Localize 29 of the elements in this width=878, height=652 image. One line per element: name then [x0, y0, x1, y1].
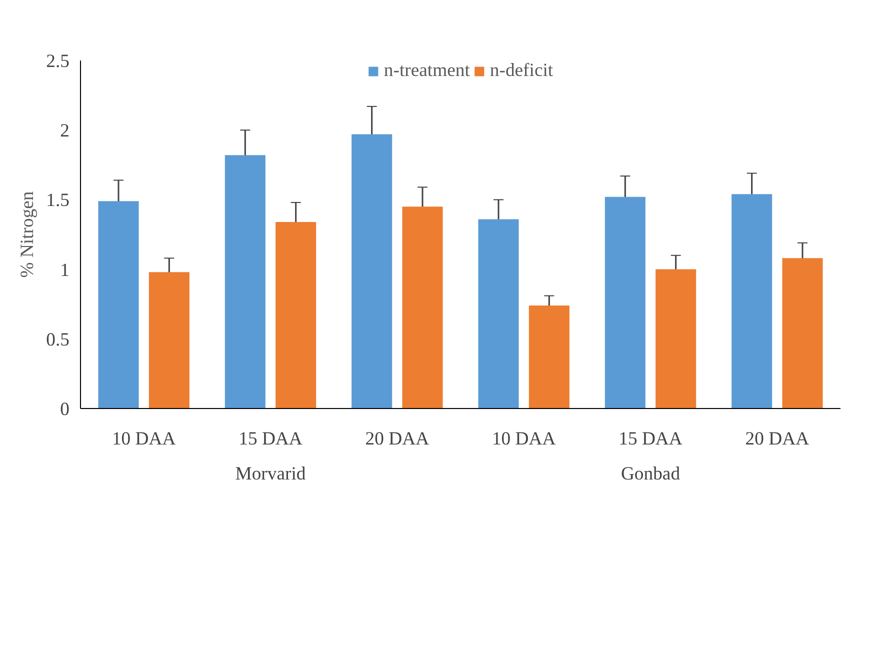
bar	[656, 269, 696, 408]
bar	[732, 194, 772, 408]
x-tick-label: 20 DAA	[745, 428, 810, 450]
bar	[782, 258, 823, 408]
bar	[402, 206, 443, 408]
bar	[528, 305, 570, 408]
text: Morvarid	[235, 464, 306, 484]
x-tick-label: 10 DAA	[112, 428, 176, 450]
bar	[352, 134, 392, 408]
x-tick-label: 20 DAA	[365, 428, 430, 450]
bar	[276, 222, 316, 408]
y-tick-label: 1	[60, 260, 70, 281]
y-tick-label: 1.5	[46, 190, 70, 212]
y-tick-label: 0.5	[46, 329, 70, 350]
y-tick-label: 2.5	[46, 51, 70, 72]
bar	[98, 201, 139, 408]
y-axis-title: % Nitrogen	[17, 190, 38, 278]
text: Gonbad	[620, 464, 681, 484]
x-tick-label: 15 DAA	[618, 428, 683, 450]
bar	[224, 155, 266, 408]
bar	[148, 272, 190, 408]
bar	[604, 196, 646, 408]
x-tick-label: 10 DAA	[492, 428, 556, 450]
legend-label: n-deficit	[490, 60, 554, 82]
bar	[478, 219, 519, 408]
legend-label: n-treatment	[384, 60, 470, 82]
y-tick-label: 0	[60, 399, 70, 420]
y-tick-label: 2	[60, 120, 70, 142]
x-tick-label: 15 DAA	[238, 428, 303, 450]
